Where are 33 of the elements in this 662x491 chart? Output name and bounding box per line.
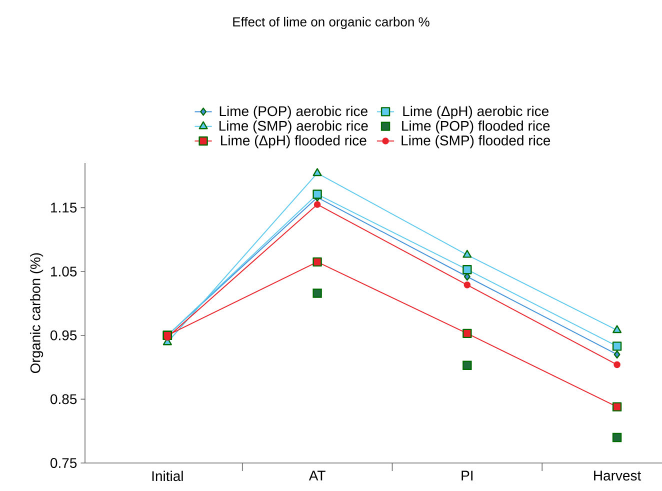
point [462, 328, 472, 338]
x-tick-label: AT [308, 470, 326, 480]
y-tick-label: 0.85 [50, 394, 77, 404]
x-tick-label: Harvest [594, 470, 642, 481]
y-tick-label: 0.95 [50, 330, 77, 340]
y-tick-label: 1.15 [51, 202, 77, 213]
point [612, 342, 622, 351]
legend-label: Lime (SMP) aerobic rice [219, 120, 368, 134]
point [462, 265, 472, 274]
y-tick-label: 0.75 [50, 458, 77, 468]
legend-label: Lime (POP) flooded rice [402, 120, 550, 134]
point [312, 257, 322, 267]
point [312, 168, 322, 176]
point [612, 402, 622, 412]
point [464, 282, 471, 288]
x-tick-label: Initial [152, 470, 183, 482]
point [462, 360, 472, 370]
point [314, 201, 321, 208]
x-tick-label: PI [462, 470, 472, 480]
legend-label: Lime (ΔpH) aerobic rice [403, 106, 549, 119]
point [312, 190, 322, 199]
legend-label: Lime (ΔpH) flooded rice [221, 135, 366, 148]
legend-label: Lime (SMP) flooded rice [402, 135, 550, 148]
y-axis-title: Organic carbon (%) [30, 253, 44, 374]
chart-title: Effect of lime on organic carbon % [233, 16, 430, 30]
point [312, 288, 322, 298]
point [614, 361, 620, 368]
point [462, 250, 472, 258]
y-tick-label: 1.05 [51, 266, 77, 276]
point [614, 350, 620, 359]
point [612, 432, 622, 442]
legend-label: Lime (POP) aerobic rice [220, 106, 368, 119]
point [612, 325, 622, 334]
